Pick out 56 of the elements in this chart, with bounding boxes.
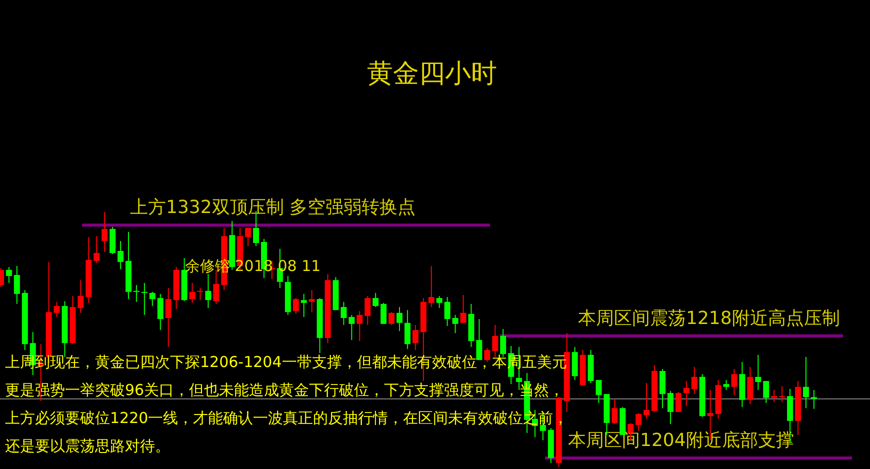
candlestick — [102, 212, 108, 252]
candlestick — [165, 288, 172, 348]
candlestick — [779, 386, 786, 402]
candlestick — [476, 318, 482, 360]
candlestick — [205, 273, 212, 309]
candlestick — [436, 295, 442, 309]
candlestick — [133, 284, 140, 302]
candlestick — [691, 366, 698, 395]
ref-line-label: 上方1332双顶压制 多空强弱转换点 — [130, 197, 416, 218]
candlestick — [308, 290, 315, 313]
candlestick — [340, 301, 347, 326]
candlestick — [141, 282, 148, 316]
candlestick — [78, 280, 84, 314]
candlestick — [644, 382, 650, 420]
candlestick — [660, 368, 666, 409]
candlestick — [54, 301, 60, 318]
candlestick — [14, 266, 20, 304]
candlestick — [747, 366, 754, 405]
candlestick — [731, 368, 738, 396]
candlestick — [404, 310, 410, 350]
candlestick — [723, 379, 730, 390]
candlestick — [348, 314, 355, 341]
candlestick — [667, 390, 674, 424]
candlestick — [388, 312, 395, 326]
candlestick — [612, 398, 618, 424]
candlestick — [197, 288, 204, 301]
candlestick — [444, 296, 450, 326]
candlestick — [771, 389, 778, 402]
candlestick — [802, 356, 809, 409]
candlestick — [118, 240, 124, 270]
candlestick — [810, 389, 817, 410]
candlestick — [364, 295, 371, 326]
candlestick — [6, 266, 12, 284]
candlestick — [763, 380, 770, 404]
candlestick — [292, 298, 299, 314]
ref-line-label: 本周区间震荡1218附近高点压制 — [578, 308, 840, 329]
candlestick — [755, 354, 762, 390]
candlestick — [189, 282, 196, 304]
candlestick — [380, 302, 387, 324]
candlestick — [300, 293, 307, 318]
candlestick — [245, 227, 252, 247]
candlestick — [636, 412, 642, 432]
candlestick — [149, 291, 156, 306]
candlestick — [452, 314, 458, 334]
candlestick — [356, 310, 363, 342]
candlestick — [396, 306, 402, 332]
candlestick — [157, 293, 164, 331]
ref-line-label: 本周区间1204附近底部支撑 — [568, 430, 794, 452]
candlestick — [372, 292, 379, 308]
chart-title: 黄金四小时 — [367, 59, 497, 89]
candlestick — [460, 294, 466, 324]
candlestick — [675, 391, 682, 412]
candlestick — [683, 380, 690, 407]
candlestick — [412, 324, 418, 351]
candlestick — [94, 236, 100, 264]
candlestick — [428, 266, 434, 308]
